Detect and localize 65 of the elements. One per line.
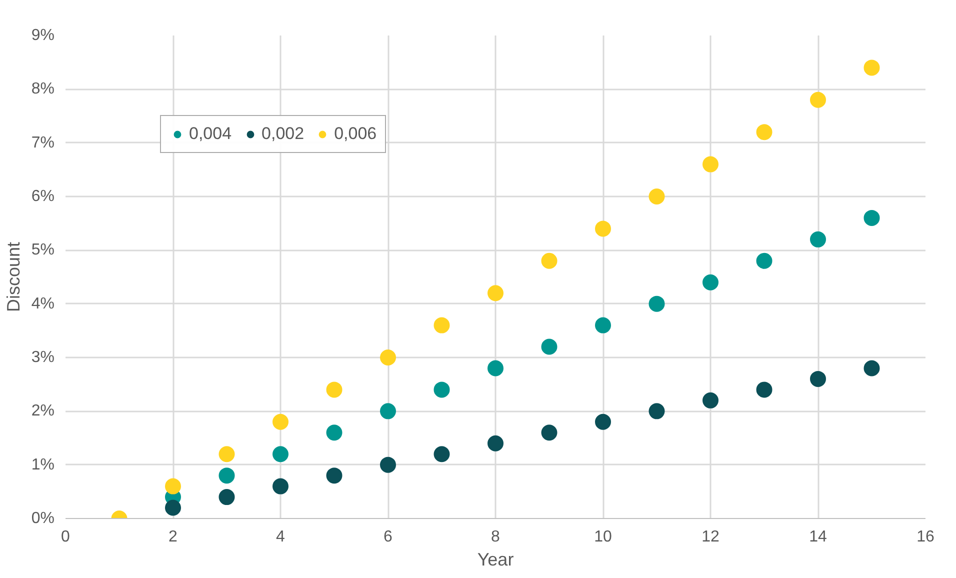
- point: [648, 296, 665, 312]
- point: [434, 317, 450, 334]
- point: [756, 252, 772, 269]
- x-tick-label: 16: [916, 528, 934, 546]
- x-axis-title: Year: [477, 550, 514, 570]
- x-tick-label: 0: [61, 528, 70, 546]
- point: [380, 350, 396, 366]
- y-tick-label: 3%: [31, 349, 54, 366]
- legend-label: 0,004: [189, 124, 232, 144]
- y-tick-label: 5%: [31, 242, 54, 259]
- point: [380, 403, 396, 420]
- legend-label: 0,002: [262, 124, 304, 144]
- x-tick-label: 8: [491, 528, 500, 546]
- y-tick-label: 7%: [31, 134, 54, 152]
- point: [165, 500, 181, 516]
- point: [595, 414, 611, 430]
- y-tick-label: 0%: [31, 510, 54, 527]
- x-tick-label: 14: [809, 528, 827, 546]
- point: [488, 435, 504, 452]
- point: [326, 424, 342, 441]
- point: [434, 446, 450, 462]
- point: [326, 382, 342, 398]
- point: [756, 382, 772, 398]
- point: [702, 156, 718, 172]
- point: [218, 468, 235, 484]
- point: [541, 424, 558, 441]
- point: [595, 317, 611, 334]
- point: [864, 210, 880, 226]
- y-tick-label: 4%: [31, 295, 54, 312]
- point: [595, 220, 611, 237]
- point: [380, 456, 396, 473]
- point: [702, 392, 718, 408]
- legend-label: 0,006: [334, 124, 377, 144]
- point: [756, 124, 772, 140]
- y-tick-label: 2%: [31, 402, 54, 420]
- x-tick-label: 10: [594, 528, 612, 546]
- point: [165, 478, 181, 494]
- point: [810, 92, 826, 108]
- point: [326, 468, 342, 484]
- y-tick-label: 6%: [31, 188, 54, 205]
- point: [648, 403, 665, 420]
- point: [864, 360, 880, 376]
- x-tick-label: 6: [384, 528, 393, 546]
- point: [810, 231, 826, 248]
- point: [434, 382, 450, 398]
- point: [702, 274, 718, 290]
- point: [488, 360, 504, 376]
- y-tick-label: 1%: [31, 456, 54, 474]
- point: [218, 446, 235, 462]
- x-tick-label: 12: [702, 528, 720, 546]
- point: [541, 338, 558, 355]
- point: [864, 60, 880, 76]
- point: [488, 285, 504, 302]
- y-tick-label: 9%: [31, 27, 54, 44]
- point: [218, 489, 235, 506]
- y-axis-title: Discount: [3, 242, 24, 312]
- point: [272, 478, 288, 494]
- x-tick-label: 4: [276, 528, 286, 546]
- y-tick-label: 8%: [31, 80, 54, 98]
- x-tick-label: 2: [168, 528, 178, 546]
- point: [541, 252, 558, 269]
- point: [810, 370, 826, 387]
- point: [272, 414, 288, 430]
- point: [648, 188, 665, 204]
- point: [272, 446, 288, 462]
